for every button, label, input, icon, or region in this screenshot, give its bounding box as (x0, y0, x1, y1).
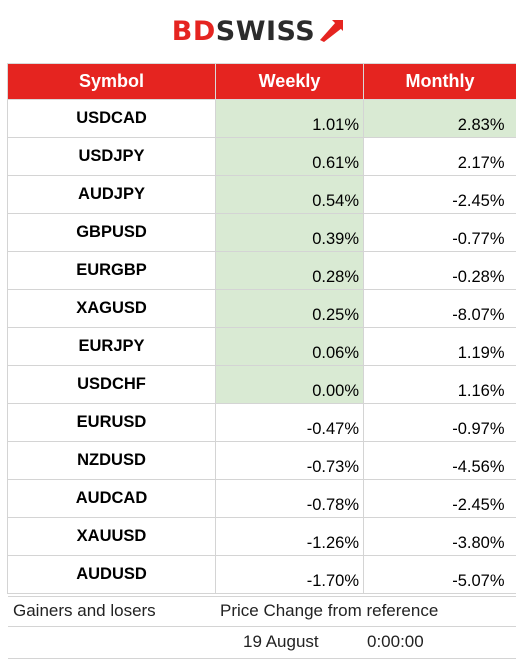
symbol-cell: EURGBP (7, 251, 216, 290)
monthly-change-cell: -0.77% (363, 213, 516, 252)
logo-wordmark: BDSWISS (172, 18, 315, 45)
symbol-cell: EURUSD (7, 403, 216, 442)
table-row: EURUSD -0.47% -0.97% (7, 403, 516, 442)
logo-arrow-icon (320, 20, 344, 42)
weekly-change-cell: -0.78% (215, 479, 364, 518)
footer-divider-top (8, 596, 516, 597)
monthly-change-cell: 2.83% (363, 99, 516, 138)
table-row: USDJPY 0.61% 2.17% (7, 137, 516, 176)
table-footer: Gainers and losers Price Change from ref… (0, 596, 516, 669)
weekly-change-cell: 0.25% (215, 289, 364, 328)
symbol-cell: AUDUSD (7, 555, 216, 594)
weekly-change-cell: 0.28% (215, 251, 364, 290)
weekly-change-cell: -1.26% (215, 517, 364, 556)
weekly-change-cell: 0.39% (215, 213, 364, 252)
symbol-cell: USDJPY (7, 137, 216, 176)
logo-swiss-text: SWISS (215, 15, 316, 47)
symbol-cell: AUDCAD (7, 479, 216, 518)
table-row: AUDCAD -0.78% -2.45% (7, 479, 516, 518)
brand-logo: BDSWISS (0, 8, 516, 54)
table-row: EURJPY 0.06% 1.19% (7, 327, 516, 366)
monthly-change-cell: -8.07% (363, 289, 516, 328)
table-body: USDCAD 1.01% 2.83% USDJPY 0.61% 2.17% AUDJPY 0.… (7, 99, 516, 594)
symbol-cell: XAGUSD (7, 289, 216, 328)
table-row: XAGUSD 0.25% -8.07% (7, 289, 516, 328)
symbol-cell: AUDJPY (7, 175, 216, 214)
symbol-cell: USDCHF (7, 365, 216, 404)
footer-divider-middle (8, 626, 516, 627)
table-row: GBPUSD 0.39% -0.77% (7, 213, 516, 252)
monthly-change-cell: -5.07% (363, 555, 516, 594)
table-row: USDCHF 0.00% 1.16% (7, 365, 516, 404)
weekly-change-cell: -1.70% (215, 555, 364, 594)
monthly-change-cell: 1.19% (363, 327, 516, 366)
weekly-change-cell: 0.61% (215, 137, 364, 176)
symbol-cell: USDCAD (7, 99, 216, 138)
footer-right-label: Price Change from reference (220, 601, 439, 620)
symbol-cell: XAUUSD (7, 517, 216, 556)
monthly-change-cell: 1.16% (363, 365, 516, 404)
weekly-change-cell: -0.73% (215, 441, 364, 480)
reference-date: 19 August (243, 632, 319, 651)
header-monthly: Monthly (363, 63, 516, 100)
weekly-change-cell: 1.01% (215, 99, 364, 138)
table-row: AUDUSD -1.70% -5.07% (7, 555, 516, 594)
monthly-change-cell: 2.17% (363, 137, 516, 176)
weekly-change-cell: 0.06% (215, 327, 364, 366)
monthly-change-cell: -4.56% (363, 441, 516, 480)
symbol-cell: NZDUSD (7, 441, 216, 480)
monthly-change-cell: -0.97% (363, 403, 516, 442)
monthly-change-cell: -0.28% (363, 251, 516, 290)
table-row: USDCAD 1.01% 2.83% (7, 99, 516, 138)
monthly-change-cell: -3.80% (363, 517, 516, 556)
monthly-change-cell: -2.45% (363, 175, 516, 214)
table-row: EURGBP 0.28% -0.28% (7, 251, 516, 290)
footer-divider-bottom (8, 658, 516, 659)
table-row: NZDUSD -0.73% -4.56% (7, 441, 516, 480)
symbol-cell: GBPUSD (7, 213, 216, 252)
monthly-change-cell: -2.45% (363, 479, 516, 518)
performance-table: Symbol Weekly Monthly USDCAD 1.01% 2.83% US… (7, 63, 516, 594)
weekly-change-cell: -0.47% (215, 403, 364, 442)
header-weekly: Weekly (215, 63, 364, 100)
table-row: XAUUSD -1.26% -3.80% (7, 517, 516, 556)
logo-bd-text: BD (171, 15, 216, 47)
footer-left-label: Gainers and losers (13, 601, 156, 620)
table-row: AUDJPY 0.54% -2.45% (7, 175, 516, 214)
table-header-row: Symbol Weekly Monthly (7, 63, 516, 100)
symbol-cell: EURJPY (7, 327, 216, 366)
header-symbol: Symbol (7, 63, 216, 100)
reference-time: 0:00:00 (367, 632, 424, 651)
weekly-change-cell: 0.00% (215, 365, 364, 404)
weekly-change-cell: 0.54% (215, 175, 364, 214)
